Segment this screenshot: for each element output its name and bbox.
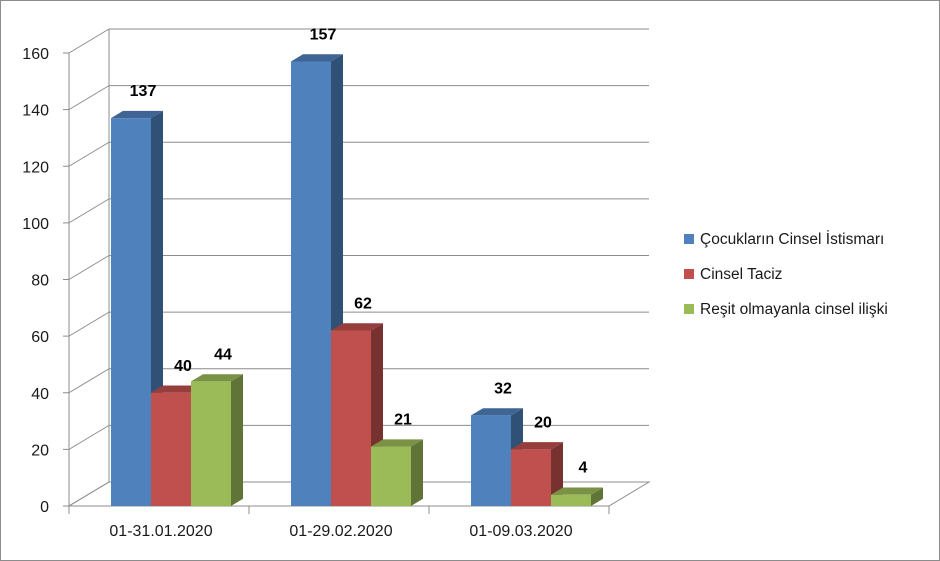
bar	[191, 374, 243, 506]
gridline-side	[68, 28, 110, 54]
gridline-side	[68, 255, 110, 280]
bar	[291, 54, 343, 507]
gridline-side	[68, 141, 110, 167]
bar-front	[291, 61, 331, 507]
y-tick-label: 140	[22, 103, 49, 120]
bar-front	[111, 118, 151, 507]
bar-top	[191, 374, 243, 382]
data-labels: 137 40 44 157 62 21 32 20 4	[130, 26, 588, 476]
bar-side	[411, 439, 423, 506]
y-tick-label: 100	[22, 216, 49, 233]
data-label: 40	[174, 358, 192, 375]
data-label: 21	[394, 412, 412, 429]
bar	[511, 442, 563, 506]
bar-top	[551, 487, 603, 495]
y-tick-label: 60	[31, 329, 49, 346]
gridline-side	[68, 424, 110, 450]
data-label: 32	[494, 380, 512, 397]
legend-swatch	[684, 269, 694, 279]
y-tick-label: 0	[40, 499, 49, 516]
x-tick-label: 01-31.01.2020	[109, 523, 212, 540]
bar-top	[511, 442, 563, 450]
bar-top	[371, 439, 423, 447]
legend-label: Reşit olmayanla cinsel ilişki	[700, 301, 888, 318]
bar-front	[371, 446, 411, 506]
bar-front	[331, 330, 371, 506]
data-label: 44	[214, 346, 232, 363]
data-label: 62	[354, 295, 372, 312]
bar	[371, 439, 423, 506]
data-label: 20	[534, 414, 552, 431]
legend-swatch	[684, 234, 694, 244]
bar-side	[591, 487, 603, 506]
bars	[111, 54, 603, 507]
y-tick-label: 120	[22, 159, 49, 176]
bar-front	[551, 494, 591, 506]
bar	[551, 487, 603, 506]
data-label: 137	[130, 83, 157, 100]
y-axis-ticks: 0 20 40 60 80 100 120 140 160	[22, 46, 49, 516]
x-tick-label: 01-29.02.2020	[289, 523, 392, 540]
gridline-side	[68, 198, 110, 224]
bar	[331, 323, 383, 506]
data-label: 4	[579, 460, 588, 477]
legend-label: Cinsel Taciz	[700, 266, 782, 283]
y-tick-label: 40	[31, 386, 49, 403]
legend-swatch	[684, 304, 694, 314]
bar-front	[151, 392, 191, 506]
y-tick-label: 160	[22, 46, 49, 63]
bar-front	[191, 381, 231, 506]
x-axis-ticks: 01-31.01.2020 01-29.02.2020 01-09.03.2020	[109, 523, 572, 540]
bar-top	[111, 110, 163, 119]
gridline-side	[68, 311, 110, 337]
bar-top	[151, 385, 203, 393]
bar	[111, 110, 163, 507]
bar-top	[291, 54, 343, 62]
bar-front	[471, 415, 511, 506]
legend-label: Çocukların Cinsel İstismarı	[700, 230, 884, 248]
legend: Çocukların Cinsel İstismarı Cinsel Taciz R…	[684, 230, 888, 318]
data-label: 157	[310, 26, 337, 43]
bar-top	[471, 408, 523, 416]
gridline-side	[68, 85, 110, 111]
bar-top	[331, 323, 383, 331]
y-tick-label: 80	[31, 273, 49, 290]
x-tick-label: 01-09.03.2020	[469, 523, 572, 540]
bar-front	[511, 449, 551, 506]
gridline-side	[68, 368, 110, 394]
bar-side	[231, 374, 243, 506]
y-tick-label: 20	[31, 442, 49, 459]
